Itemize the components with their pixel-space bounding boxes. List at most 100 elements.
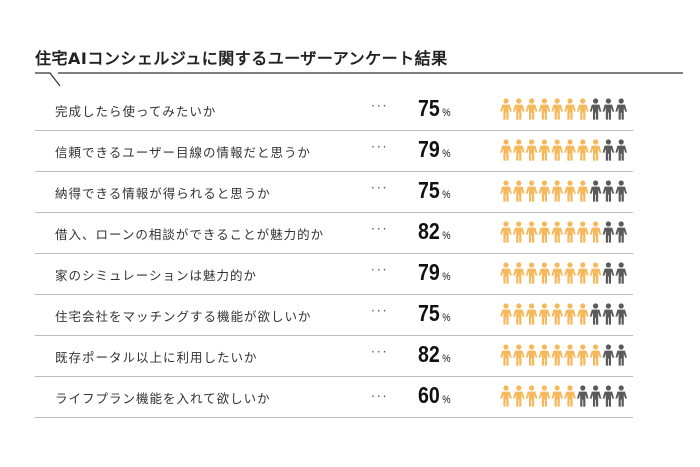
person-icon-filled [564, 344, 576, 366]
person-icon-filled [538, 98, 551, 120]
title-underline [35, 72, 683, 87]
percent-value: 75% [418, 177, 451, 204]
person-icon-filled [538, 221, 551, 243]
survey-row: 家のシミュレーションは魅力的か ··· 79% [35, 253, 633, 295]
leader-dots: ··· [371, 304, 389, 318]
person-icon-filled [513, 180, 525, 202]
person-icon-empty [602, 303, 615, 325]
person-icon-filled [551, 98, 563, 120]
person-icon-filled [500, 221, 512, 243]
person-icon-filled [589, 262, 602, 284]
person-icon-filled [551, 221, 563, 243]
person-icon-empty [615, 180, 627, 202]
percent-value: 82% [418, 341, 451, 368]
person-icon-filled [551, 180, 563, 202]
person-icon-filled [513, 303, 525, 325]
person-icon-filled [577, 262, 589, 284]
person-icon-filled [577, 139, 589, 161]
person-icon-filled [525, 98, 538, 120]
percent-number: 75 [418, 95, 440, 121]
survey-row: 納得できる情報が得られると思うか ··· 75% [35, 171, 633, 213]
person-icon-row [500, 385, 627, 407]
person-icon-filled [500, 98, 512, 120]
person-icon-filled [525, 262, 538, 284]
person-icon-filled [551, 139, 563, 161]
person-icon-filled [525, 139, 538, 161]
leader-dots: ··· [371, 140, 389, 154]
survey-row: 既存ポータル以上に利用したいか ··· 82% [35, 335, 633, 377]
percent-number: 82 [418, 218, 440, 244]
question-label: ライフプラン機能を入れて欲しいか [55, 391, 271, 406]
person-icon-filled [589, 344, 602, 366]
person-icon-row [500, 139, 627, 161]
leader-dots: ··· [371, 263, 389, 277]
person-icon-filled [513, 221, 525, 243]
person-icon-filled [564, 221, 576, 243]
leader-dots: ··· [371, 222, 389, 236]
person-icon-empty [602, 139, 615, 161]
person-icon-filled [564, 98, 576, 120]
person-icon-filled [500, 180, 512, 202]
percent-unit: % [442, 394, 451, 406]
person-icon-empty [615, 385, 627, 407]
question-label: 借入、ローンの相談ができることが魅力的か [55, 227, 325, 242]
person-icon-filled [513, 262, 525, 284]
person-icon-filled [500, 385, 512, 407]
person-icon-filled [577, 221, 589, 243]
person-icon-empty [589, 98, 602, 120]
person-icon-filled [525, 221, 538, 243]
person-icon-filled [564, 139, 576, 161]
person-icon-filled [551, 344, 563, 366]
person-icon-filled [525, 303, 538, 325]
percent-number: 60 [418, 382, 440, 408]
person-icon-empty [577, 385, 589, 407]
person-icon-filled [500, 303, 512, 325]
question-label: 住宅会社をマッチングする機能が欲しいか [55, 309, 312, 324]
person-icon-empty [602, 180, 615, 202]
person-icon-filled [538, 139, 551, 161]
person-icon-filled [564, 303, 576, 325]
person-icon-filled [525, 344, 538, 366]
person-icon-filled [551, 385, 563, 407]
person-icon-empty [602, 344, 615, 366]
percent-number: 75 [418, 300, 440, 326]
percent-value: 60% [418, 382, 451, 409]
person-icon-filled [589, 139, 602, 161]
person-icon-filled [564, 262, 576, 284]
question-label: 完成したら使ってみたいか [55, 104, 217, 119]
person-icon-empty [615, 344, 627, 366]
person-icon-filled [577, 344, 589, 366]
person-icon-empty [615, 303, 627, 325]
percent-value: 75% [418, 95, 451, 122]
person-icon-filled [525, 180, 538, 202]
percent-value: 79% [418, 136, 451, 163]
person-icon-empty [615, 262, 627, 284]
person-icon-filled [589, 221, 602, 243]
leader-dots: ··· [371, 181, 389, 195]
person-icon-row [500, 344, 627, 366]
person-icon-empty [589, 385, 602, 407]
person-icon-empty [615, 221, 627, 243]
percent-unit: % [442, 148, 451, 160]
percent-unit: % [442, 353, 451, 365]
person-icon-filled [500, 139, 512, 161]
percent-unit: % [442, 271, 451, 283]
person-icon-filled [577, 98, 589, 120]
question-label: 既存ポータル以上に利用したいか [55, 350, 258, 365]
person-icon-row [500, 180, 627, 202]
person-icon-filled [500, 262, 512, 284]
percent-unit: % [442, 107, 451, 119]
percent-number: 75 [418, 177, 440, 203]
person-icon-filled [577, 303, 589, 325]
survey-row: 借入、ローンの相談ができることが魅力的か ··· 82% [35, 212, 633, 254]
person-icon-filled [513, 98, 525, 120]
person-icon-empty [602, 262, 615, 284]
person-icon-filled [513, 139, 525, 161]
percent-number: 79 [418, 259, 440, 285]
leader-dots: ... [371, 386, 389, 400]
person-icon-filled [538, 344, 551, 366]
person-icon-filled [551, 303, 563, 325]
survey-row: 完成したら使ってみたいか ··· 75% [35, 89, 633, 131]
percent-value: 75% [418, 300, 451, 327]
